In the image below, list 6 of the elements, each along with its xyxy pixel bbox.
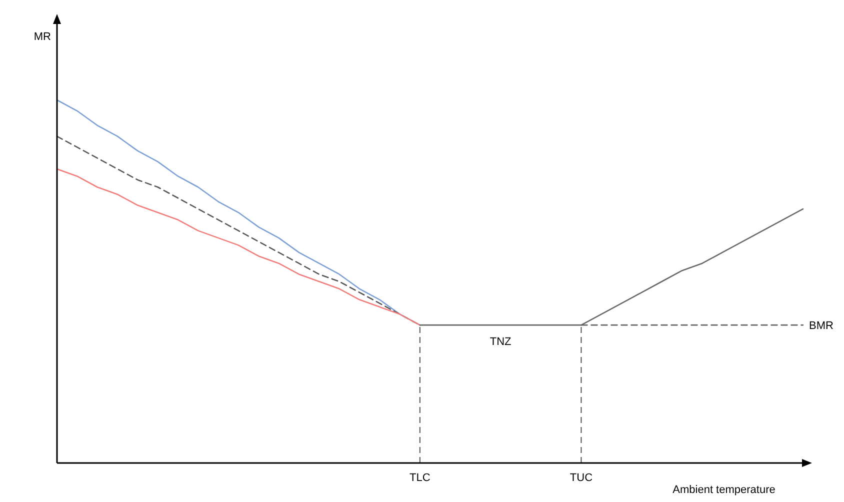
text: MR (34, 31, 52, 43)
series-label: BMR (809, 320, 834, 332)
x-axis-title: Ambient temperature (672, 484, 776, 496)
annotation: TNZ (490, 336, 512, 348)
x-tick-label: TUC (570, 472, 593, 484)
x-tick-label: TLC (410, 472, 430, 484)
